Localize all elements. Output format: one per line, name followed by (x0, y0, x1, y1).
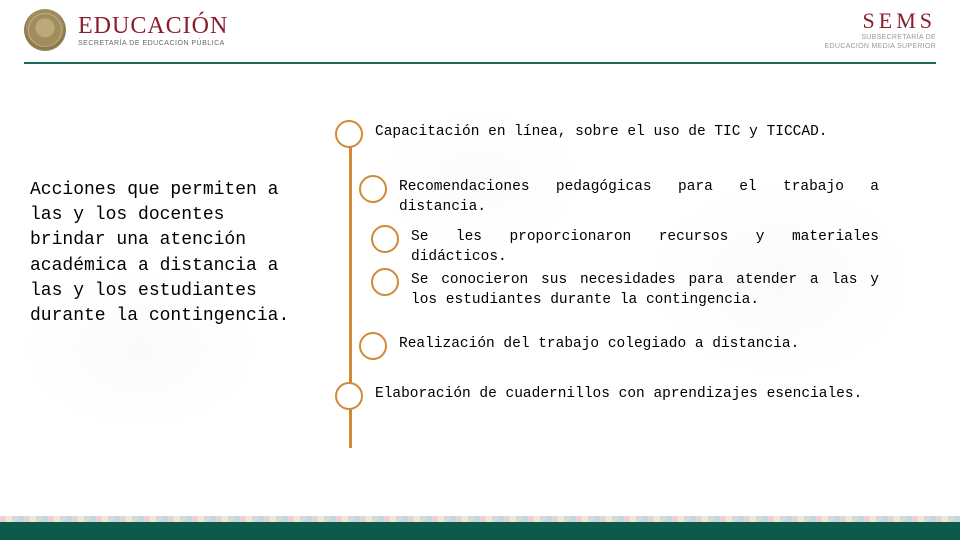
footer-bar (0, 522, 960, 540)
list-item-text: Capacitación en línea, sobre el uso de T… (375, 120, 875, 143)
list-item-text: Se les proporcionaron recursos y materia… (411, 225, 879, 267)
right-column: Capacitación en línea, sobre el uso de T… (305, 120, 940, 500)
sems-subtitle-1: SUBSECRETARÍA DE (861, 34, 936, 41)
list-item-text: Se conocieron sus necesidades para atend… (411, 268, 879, 310)
list-item: Se conocieron sus necesidades para atend… (371, 268, 879, 310)
header-rule (24, 62, 936, 64)
bullet-circle-icon (371, 225, 399, 253)
educacion-wordmark: EDUCACIÓN SECRETARÍA DE EDUCACIÓN PÚBLIC… (78, 14, 228, 47)
list-item: Se les proporcionaron recursos y materia… (371, 225, 879, 267)
bullet-circle-icon (359, 175, 387, 203)
list-item-text: Realización del trabajo colegiado a dist… (399, 332, 879, 355)
educacion-title: EDUCACIÓN (78, 14, 228, 38)
educacion-subtitle: SECRETARÍA DE EDUCACIÓN PÚBLICA (78, 40, 228, 47)
header-left: EDUCACIÓN SECRETARÍA DE EDUCACIÓN PÚBLIC… (24, 9, 228, 51)
header: EDUCACIÓN SECRETARÍA DE EDUCACIÓN PÚBLIC… (0, 0, 960, 60)
sems-subtitle-2: EDUCACIÓN MEDIA SUPERIOR (825, 43, 936, 50)
bullet-circle-icon (371, 268, 399, 296)
sems-wordmark: SEMS SUBSECRETARÍA DE EDUCACIÓN MEDIA SU… (825, 10, 936, 50)
list-item: Elaboración de cuadernillos con aprendiz… (335, 382, 879, 410)
left-column: Acciones que permiten a las y los docent… (30, 120, 305, 500)
list-item: Capacitación en línea, sobre el uso de T… (335, 120, 875, 148)
list-item: Recomendaciones pedagógicas para el trab… (359, 175, 879, 217)
list-item: Realización del trabajo colegiado a dist… (359, 332, 879, 360)
bullet-circle-icon (335, 120, 363, 148)
sems-title: SEMS (863, 10, 936, 32)
mexico-seal-icon (24, 9, 66, 51)
list-item-text: Recomendaciones pedagógicas para el trab… (399, 175, 879, 217)
bullet-circle-icon (335, 382, 363, 410)
content: Acciones que permiten a las y los docent… (30, 120, 940, 500)
list-item-text: Elaboración de cuadernillos con aprendiz… (375, 382, 879, 405)
bullet-circle-icon (359, 332, 387, 360)
page-title: Acciones que permiten a las y los docent… (30, 178, 295, 329)
